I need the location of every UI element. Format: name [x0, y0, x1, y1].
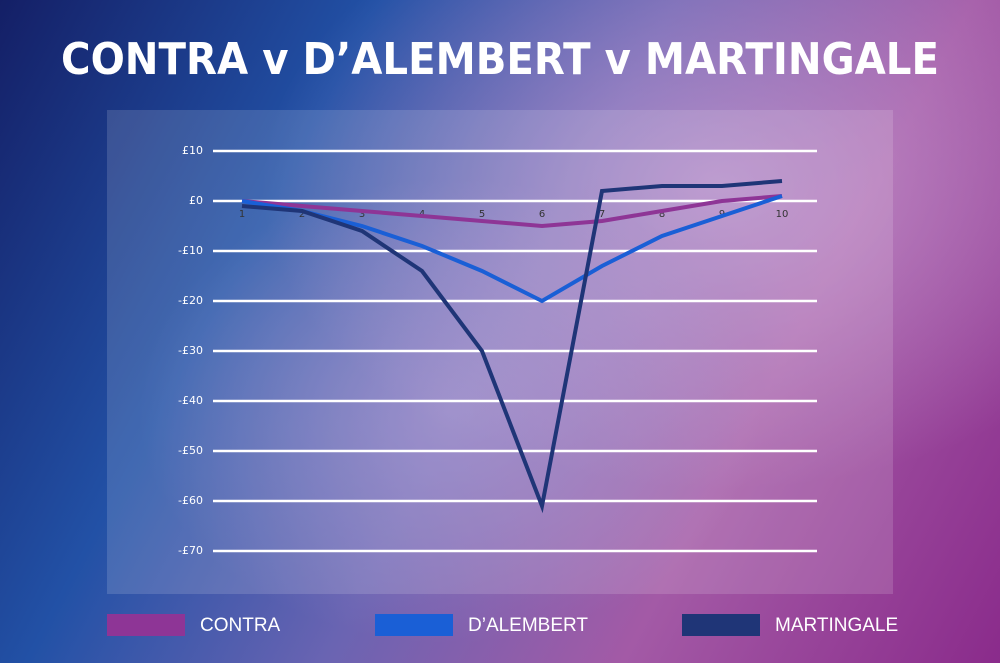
y-tick-label: £0: [189, 194, 203, 207]
legend-label: D’ALEMBERT: [468, 615, 588, 636]
x-tick-label: 7: [599, 209, 605, 220]
series-line: [241, 194, 783, 229]
series-line: [241, 194, 783, 304]
y-tick-label: -£20: [178, 294, 203, 307]
legend-label: CONTRA: [200, 615, 281, 636]
y-tick-label: -£40: [178, 394, 203, 407]
y-tick-label: -£50: [178, 444, 203, 457]
legend-swatch: [682, 614, 760, 636]
legend-swatch: [107, 614, 185, 636]
x-tick-label: 8: [659, 209, 665, 220]
x-tick-label: 1: [239, 209, 245, 220]
legend-swatch: [375, 614, 453, 636]
x-tick-label: 3: [359, 209, 365, 220]
legend-label: MARTINGALE: [775, 615, 898, 636]
x-tick-label: 2: [299, 209, 305, 220]
y-tick-label: -£60: [178, 494, 203, 507]
x-tick-label: 5: [479, 209, 485, 220]
x-tick-label: 10: [776, 209, 789, 220]
x-tick-label: 6: [539, 209, 545, 220]
chart-title: CONTRA v D’ALEMBERT v MARTINGALE: [61, 34, 939, 85]
y-tick-label: -£70: [178, 544, 203, 557]
series-line: [241, 179, 783, 514]
y-tick-label: -£30: [178, 344, 203, 357]
y-tick-label: £10: [182, 144, 203, 157]
y-tick-label: -£10: [178, 244, 203, 257]
